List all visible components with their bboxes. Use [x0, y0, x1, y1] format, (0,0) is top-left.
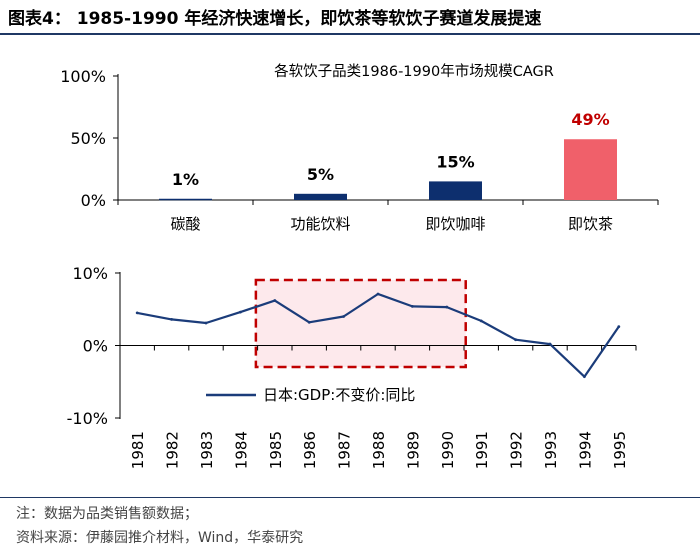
chart-canvas: 各软饮子品类1986-1990年市场规模CAGR 0% 50% 100% 1% 碳酸 5% 功… — [60, 63, 659, 469]
series-point — [307, 320, 311, 324]
series-point — [617, 325, 621, 329]
note-text: 注：数据为品类销售额数据； — [16, 506, 198, 522]
line-x-tick-label: 1992 — [508, 431, 526, 469]
bar-value-label: 5% — [307, 165, 334, 184]
figure-title: 图表4： 1985-1990 年经济快速增长，即饮茶等软饮子赛道发展提速 — [8, 9, 542, 29]
bar-category-label: 即饮茶 — [568, 215, 613, 233]
line-x-tick-label: 1993 — [542, 431, 560, 469]
source-text: 资料来源：伊藤园推介材料，Wind，华泰研究 — [16, 530, 304, 546]
line-x-tick-label: 1991 — [473, 431, 491, 469]
line-x-tick-label: 1982 — [164, 431, 182, 469]
series-point — [411, 304, 414, 308]
line-x-tick-label: 1984 — [232, 431, 250, 469]
series-point — [273, 299, 277, 302]
series-point — [170, 318, 174, 321]
bottom-rule — [0, 497, 700, 498]
bar-value-label: 49% — [571, 110, 609, 129]
line-x-tick-label: 1995 — [611, 431, 629, 469]
bar-category-label: 即饮咖啡 — [425, 215, 485, 233]
series-point — [239, 310, 242, 314]
line-y-tick-label: 0% — [83, 337, 108, 356]
series-point — [204, 321, 208, 325]
bar-category-label: 功能饮料 — [290, 215, 350, 233]
bar-chart-title: 各软饮子品类1986-1990年市场规模CAGR — [274, 63, 554, 80]
bar-value-label: 1% — [172, 170, 199, 189]
highlight-box — [254, 278, 467, 369]
bar-y-tick-label: 100% — [60, 67, 106, 86]
line-x-tick-label: 1983 — [198, 431, 216, 469]
line-y-tick-label: 10% — [72, 264, 108, 283]
series-point — [342, 315, 345, 318]
bar — [159, 198, 212, 201]
top-rule — [0, 33, 700, 35]
line-x-tick-label: 1981 — [129, 431, 147, 469]
series-point — [514, 338, 517, 342]
line-x-tick-label: 1986 — [301, 431, 319, 469]
series-point — [548, 342, 552, 346]
bar-y-tick-label: 0% — [81, 191, 106, 210]
series-point — [445, 305, 449, 309]
bar — [564, 139, 617, 200]
line-x-tick-label: 1990 — [439, 431, 457, 469]
line-y-tick-label: -10% — [67, 409, 108, 428]
bar-category-label: 碳酸 — [170, 215, 200, 233]
bar — [294, 193, 347, 200]
bar-y-tick-label: 50% — [70, 129, 106, 148]
series-point — [583, 375, 586, 379]
bar — [429, 181, 482, 200]
bar-value-label: 15% — [436, 152, 474, 171]
series-point — [376, 292, 380, 296]
series-point — [479, 319, 483, 323]
line-x-tick-label: 1988 — [370, 431, 388, 469]
line-x-tick-label: 1987 — [336, 431, 354, 469]
line-x-tick-label: 1994 — [576, 431, 594, 469]
line-x-tick-label: 1989 — [404, 431, 422, 469]
legend-label: 日本:GDP:不变价:同比 — [263, 386, 415, 404]
line-x-tick-label: 1985 — [267, 431, 285, 469]
series-point — [135, 311, 139, 315]
